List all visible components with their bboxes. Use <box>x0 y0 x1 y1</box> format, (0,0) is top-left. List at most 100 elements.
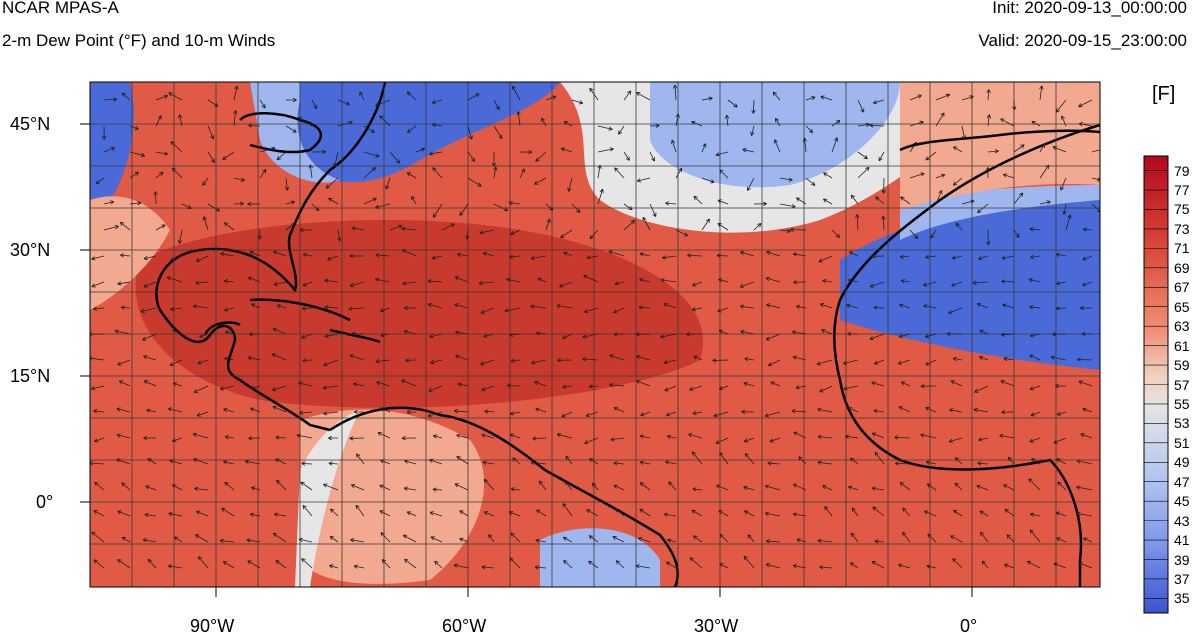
lat-tick-45n: 45°N <box>10 114 51 134</box>
wind-arrow <box>533 177 547 185</box>
wind-arrow <box>847 278 859 283</box>
wind-arrow <box>583 274 599 283</box>
wind-arrow <box>635 332 651 337</box>
wind-arrow <box>224 307 235 312</box>
wind-arrow <box>902 531 911 543</box>
wind-arrow <box>193 385 209 393</box>
wind-arrow <box>301 558 313 569</box>
wind-arrow <box>530 460 547 465</box>
wind-arrow <box>588 560 599 569</box>
wind-arrow <box>717 223 729 231</box>
wind-arrow <box>273 281 287 287</box>
wind-arrow <box>170 141 183 153</box>
wind-arrow <box>531 359 547 365</box>
wind-arrow <box>196 411 209 417</box>
colorbar-label: 67 <box>1174 279 1190 296</box>
wind-arrow <box>407 125 417 133</box>
wind-arrow <box>248 332 261 337</box>
wind-arrow <box>869 333 885 341</box>
wind-arrow <box>764 411 781 418</box>
wind-arrow <box>322 385 339 390</box>
colorbar-label: 75 <box>1174 201 1190 218</box>
wind-arrow <box>233 110 238 127</box>
wind-arrow <box>779 228 791 234</box>
wind-arrow <box>1053 562 1067 569</box>
wind-arrow <box>1076 459 1093 465</box>
wind-arrow <box>816 359 833 366</box>
wind-arrow <box>172 437 183 443</box>
wind-arrow <box>247 560 261 569</box>
wind-arrow <box>379 307 391 313</box>
wind-arrow <box>117 559 131 569</box>
wind-arrow <box>930 229 937 239</box>
wind-arrow <box>562 503 573 517</box>
wind-arrow <box>202 216 209 231</box>
wind-arrow <box>380 532 391 543</box>
hot-core <box>135 220 704 408</box>
wind-arrow <box>978 355 989 361</box>
wind-arrow <box>666 538 677 543</box>
wind-arrow <box>1004 508 1015 517</box>
wind-arrow <box>665 411 677 417</box>
wind-arrow <box>1091 149 1100 153</box>
wind-arrow <box>638 305 651 310</box>
lat-tick-30n: 30°N <box>10 240 51 260</box>
wind-arrow <box>1056 411 1067 416</box>
wind-arrow <box>774 117 781 127</box>
wind-arrow <box>465 229 470 240</box>
wind-arrow <box>614 281 625 286</box>
wind-arrow <box>323 483 339 491</box>
wind-arrow <box>1053 437 1067 444</box>
wind-arrow <box>857 151 868 160</box>
wind-arrow <box>328 461 339 466</box>
wind-arrow <box>333 151 339 168</box>
iberia-coast <box>899 129 1100 152</box>
wind-arrow <box>1029 385 1041 391</box>
wind-arrow <box>949 408 963 413</box>
colorbar-label: 51 <box>1174 434 1190 451</box>
wind-arrow <box>563 251 573 257</box>
wind-arrow <box>401 436 417 441</box>
wind-arrow <box>119 221 131 231</box>
wind-arrow <box>559 281 573 288</box>
wind-arrow <box>1002 173 1015 179</box>
wind-arrow <box>171 484 183 491</box>
wind-arrow <box>691 509 703 517</box>
wind-arrow <box>385 177 391 190</box>
wind-arrow <box>823 172 833 179</box>
wind-arrow <box>178 114 183 127</box>
wind-arrow <box>249 512 261 517</box>
wind-arrow <box>535 407 547 413</box>
neutral-andes <box>295 410 360 587</box>
wind-arrow <box>1078 122 1093 127</box>
wind-arrow <box>432 203 443 218</box>
wind-arrow <box>805 125 814 134</box>
wind-arrow <box>795 304 807 310</box>
wind-arrow <box>194 534 209 543</box>
wind-arrow <box>377 431 391 439</box>
wind-arrow <box>898 333 911 339</box>
wind-arrow <box>491 151 497 167</box>
wind-arrow <box>90 461 105 466</box>
wind-arrow <box>793 431 807 439</box>
wind-arrow <box>666 434 677 440</box>
wind-arrow <box>597 164 602 179</box>
wind-arrow <box>379 510 391 517</box>
wind-arrow <box>275 458 287 465</box>
wind-arrow <box>454 303 469 309</box>
wind-arrow <box>585 411 599 417</box>
wind-arrow <box>588 458 599 465</box>
wind-arrow <box>819 303 833 309</box>
wind-arrow <box>222 561 235 569</box>
wind-arrow <box>586 509 599 517</box>
wind-arrow <box>791 330 807 335</box>
wind-arrow <box>640 411 651 417</box>
wind-arrow <box>744 356 755 362</box>
wind-arrow <box>246 538 261 543</box>
wind-arrow <box>1013 144 1025 153</box>
wind-arrow <box>379 407 391 413</box>
wind-arrow <box>350 484 365 491</box>
wind-arrow <box>299 410 313 415</box>
wind-arrow <box>1082 407 1093 413</box>
wind-arrow <box>432 434 443 439</box>
